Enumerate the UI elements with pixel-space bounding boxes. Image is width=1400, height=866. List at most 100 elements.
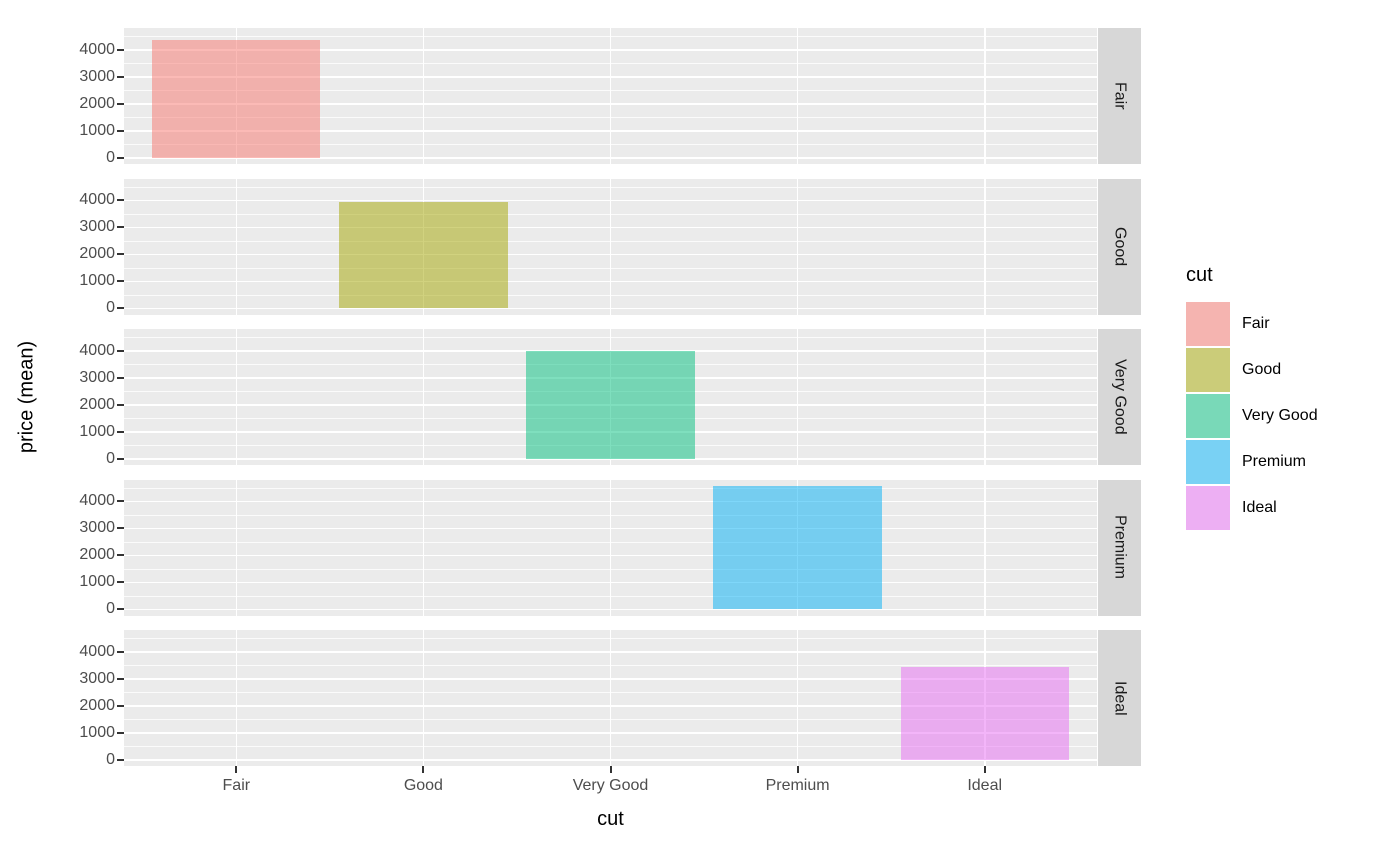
- y-tick-mark: [117, 253, 124, 256]
- legend-swatch-fill: [1186, 394, 1230, 438]
- facet-panel-fair: [124, 28, 1097, 164]
- legend-key-good: Good: [1186, 348, 1318, 392]
- gridline-major-v: [609, 178, 612, 315]
- legend: cut Fair Good Very Good Premium Ideal: [1186, 264, 1318, 532]
- y-tick-label: 1000: [79, 422, 115, 440]
- x-tick-label: Premium: [765, 777, 830, 794]
- y-tick-label: 4000: [79, 40, 115, 58]
- legend-keys: Fair Good Very Good Premium Ideal: [1186, 302, 1318, 530]
- bar-ideal: [900, 666, 1069, 760]
- facet-panel-good: [124, 178, 1097, 315]
- bar-good: [339, 202, 508, 309]
- x-tick-mark: [983, 766, 986, 773]
- legend-swatch-fill: [1186, 486, 1230, 530]
- y-tick-mark: [117, 48, 124, 51]
- gridline-major-v: [235, 630, 238, 766]
- y-tick-mark: [117, 457, 124, 460]
- y-tick-label: 2000: [79, 94, 115, 112]
- y-tick-label: 4000: [79, 341, 115, 359]
- x-tick-label: Fair: [222, 777, 251, 794]
- legend-label: Good: [1242, 361, 1282, 378]
- y-tick-label: 1000: [79, 272, 115, 290]
- x-tick-label: Good: [403, 777, 443, 794]
- gridline-major-v: [422, 28, 425, 164]
- y-tick-mark: [117, 677, 124, 680]
- legend-swatch-fill: [1186, 302, 1230, 346]
- y-tick-label: 3000: [79, 669, 115, 687]
- y-tick-label: 0: [106, 750, 115, 768]
- gridline-major-v: [609, 630, 612, 766]
- y-tick-mark: [117, 226, 124, 229]
- legend-swatch: [1186, 348, 1230, 392]
- facet-panel-premium: [124, 479, 1097, 616]
- y-tick-mark: [117, 129, 124, 132]
- y-tick-label: 0: [106, 148, 115, 166]
- facet-strip-fair: Fair: [1098, 28, 1141, 164]
- x-tick-label: Ideal: [967, 777, 1003, 794]
- y-tick-mark: [117, 554, 124, 557]
- y-tick-label: 4000: [79, 492, 115, 510]
- gridline-major-v: [796, 178, 799, 315]
- facet-strip-label: Fair: [1111, 82, 1129, 110]
- legend-swatch: [1186, 394, 1230, 438]
- y-tick-mark: [117, 156, 124, 159]
- facet-strip-label: Very Good: [1111, 359, 1129, 435]
- facet-strip-label: Ideal: [1111, 680, 1129, 716]
- y-tick-label: 1000: [79, 723, 115, 741]
- legend-label: Very Good: [1242, 407, 1318, 424]
- y-tick-mark: [117, 608, 124, 611]
- facet-strip-ideal: Ideal: [1098, 630, 1141, 766]
- y-tick-mark: [117, 307, 124, 310]
- y-tick-mark: [117, 430, 124, 433]
- y-tick-label: 3000: [79, 368, 115, 386]
- y-tick-mark: [117, 376, 124, 379]
- gridline-major-v: [796, 329, 799, 465]
- legend-swatch-fill: [1186, 440, 1230, 484]
- gridline-major-v: [235, 329, 238, 465]
- legend-key-very-good: Very Good: [1186, 394, 1318, 438]
- legend-swatch-fill: [1186, 348, 1230, 392]
- x-tick-mark: [235, 766, 238, 773]
- y-tick-label: 2000: [79, 696, 115, 714]
- y-tick-mark: [117, 527, 124, 530]
- y-tick-label: 1000: [79, 121, 115, 139]
- facet-strip-very-good: Very Good: [1098, 329, 1141, 465]
- y-tick-mark: [117, 731, 124, 734]
- legend-key-premium: Premium: [1186, 440, 1318, 484]
- gridline-major-v: [984, 329, 986, 465]
- legend-label: Fair: [1242, 315, 1270, 332]
- gridline-major-v: [422, 479, 425, 616]
- gridline-major-v: [984, 28, 986, 164]
- legend-title: cut: [1186, 264, 1213, 286]
- y-tick-label: 2000: [79, 245, 115, 263]
- y-tick-mark: [117, 500, 124, 503]
- y-tick-label: 4000: [79, 191, 115, 209]
- x-tick-label: Very Good: [572, 777, 649, 794]
- x-axis-title: cut: [597, 808, 624, 830]
- legend-swatch: [1186, 486, 1230, 530]
- y-tick-label: 3000: [79, 218, 115, 236]
- x-tick-mark: [609, 766, 612, 773]
- y-tick-mark: [117, 650, 124, 653]
- gridline-major-v: [984, 178, 986, 315]
- y-tick-mark: [117, 199, 124, 202]
- gridline-major-v: [796, 630, 799, 766]
- gridline-major-v: [609, 28, 612, 164]
- x-tick-mark: [796, 766, 799, 773]
- y-tick-mark: [117, 280, 124, 283]
- y-tick-mark: [117, 75, 124, 78]
- gridline-major-v: [422, 329, 425, 465]
- bar-fair: [152, 40, 321, 158]
- legend-key-fair: Fair: [1186, 302, 1318, 346]
- y-tick-mark: [117, 581, 124, 584]
- gridline-major-v: [796, 28, 799, 164]
- y-tick-label: 0: [106, 299, 115, 317]
- gridline-major-v: [609, 479, 612, 616]
- y-tick-mark: [117, 704, 124, 707]
- y-tick-label: 0: [106, 449, 115, 467]
- facet-strip-label: Premium: [1111, 515, 1129, 580]
- y-axis-title: price (mean): [15, 340, 38, 454]
- legend-swatch: [1186, 440, 1230, 484]
- y-tick-mark: [117, 349, 124, 352]
- y-tick-mark: [117, 403, 124, 406]
